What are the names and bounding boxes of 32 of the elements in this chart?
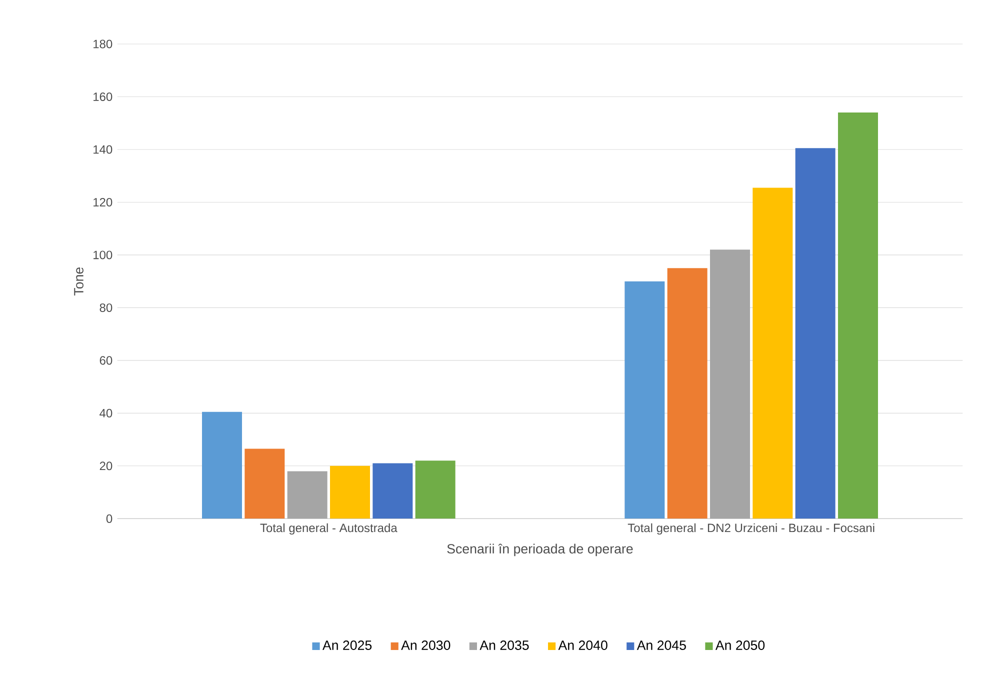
x-tick-label: Total general - Autostrada	[260, 523, 398, 535]
y-tick-label: 80	[100, 303, 112, 312]
legend-label: An 2040	[558, 640, 608, 650]
y-tick-label: 40	[100, 408, 112, 418]
bar	[244, 448, 285, 519]
bar	[838, 112, 878, 519]
legend-label: An 2045	[636, 640, 686, 650]
x-tick-label: Total general - DN2 Urziceni - Buzau - Focsani	[628, 523, 874, 535]
bar	[624, 281, 665, 519]
y-tick-label: 60	[100, 356, 112, 365]
bar	[372, 463, 413, 519]
bar	[330, 466, 370, 519]
y-tick-label: 180	[94, 40, 112, 48]
bar	[752, 188, 793, 519]
bar	[795, 148, 836, 519]
legend-label: An 2025	[322, 640, 372, 650]
y-tick-label: 20	[100, 462, 112, 470]
y-tick-label: 160	[94, 92, 112, 101]
legend-label: An 2050	[715, 640, 765, 650]
legend-label: An 2035	[480, 640, 529, 650]
y-tick-label: 0	[106, 514, 112, 523]
bar	[710, 250, 750, 519]
y-tick-label: 120	[94, 198, 112, 206]
bar	[667, 268, 708, 519]
y-tick-label: 140	[94, 145, 112, 154]
bar	[202, 412, 242, 519]
legend-label: An 2030	[401, 640, 450, 650]
y-tick-label: 100	[94, 250, 112, 260]
y-axis-title: Tone	[74, 267, 84, 296]
x-axis-title: Scenarii în perioada de operare	[447, 544, 633, 556]
bar	[415, 460, 456, 519]
bar	[287, 471, 328, 519]
